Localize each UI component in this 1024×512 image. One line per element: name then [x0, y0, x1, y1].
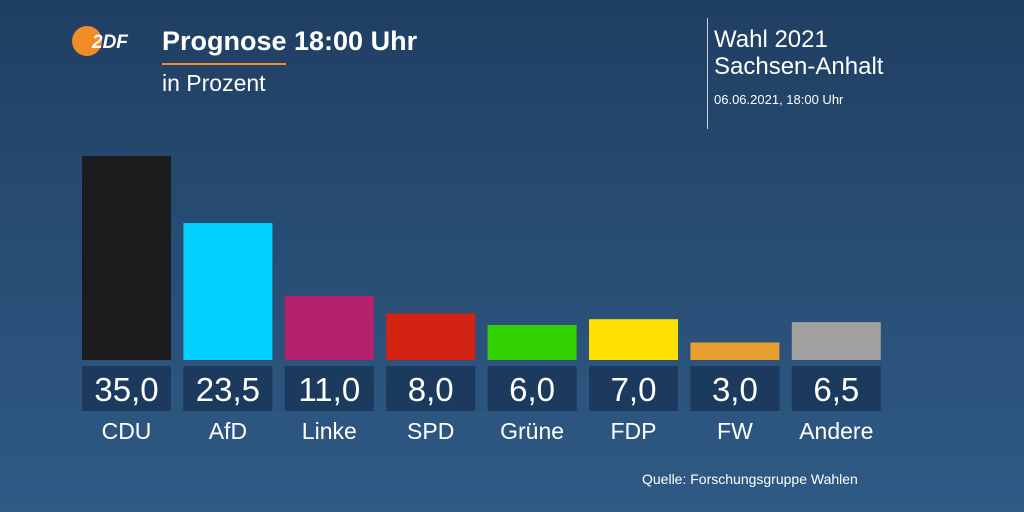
bar-linke — [284, 295, 374, 360]
bar-fdp — [589, 319, 678, 360]
value-label: 6,5 — [813, 371, 859, 408]
category-label: CDU — [102, 418, 152, 444]
election-info: Wahl 2021 Sachsen-Anhalt — [714, 26, 883, 80]
value-label: 6,0 — [509, 371, 555, 408]
category-label: SPD — [407, 418, 454, 444]
value-box — [386, 366, 476, 411]
value-label: 3,0 — [712, 371, 758, 408]
category-label: FDP — [611, 418, 657, 444]
election-date: 06.06.2021, 18:00 Uhr — [714, 92, 844, 107]
value-label: 23,5 — [196, 371, 260, 408]
bar-andere — [791, 322, 881, 360]
value-box — [690, 366, 780, 411]
title-underline — [162, 63, 286, 65]
bar-spd — [386, 313, 476, 360]
value-label: 35,0 — [94, 371, 158, 408]
source-note: Quelle: Forschungsgruppe Wahlen — [642, 471, 858, 487]
value-box — [82, 366, 171, 411]
bar-grüne — [487, 325, 577, 360]
value-label: 11,0 — [298, 371, 360, 408]
zdf-logo: 2DF — [72, 26, 129, 56]
category-label: Grüne — [500, 418, 564, 444]
logo-lettering: 2DF — [91, 32, 129, 53]
value-box — [284, 366, 374, 411]
bar-fw — [690, 342, 780, 360]
chart-subtitle: in Prozent — [162, 70, 266, 96]
value-box — [183, 366, 273, 411]
category-label: FW — [717, 418, 753, 444]
value-box — [589, 366, 678, 411]
chart-title: Prognose 18:00 Uhr — [162, 26, 418, 56]
bar-afd — [183, 223, 273, 360]
category-label: AfD — [209, 418, 247, 444]
value-label: 7,0 — [611, 371, 657, 408]
value-label: 8,0 — [408, 371, 454, 408]
election-region: Sachsen-Anhalt — [714, 53, 884, 80]
header-divider — [707, 18, 708, 129]
category-label: Linke — [302, 418, 357, 444]
category-label: Andere — [799, 418, 873, 444]
bar-cdu — [82, 156, 171, 360]
value-box — [791, 366, 881, 411]
election-name: Wahl 2021 — [714, 26, 828, 53]
value-box — [487, 366, 577, 411]
